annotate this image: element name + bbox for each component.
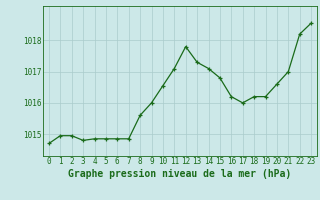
X-axis label: Graphe pression niveau de la mer (hPa): Graphe pression niveau de la mer (hPa) <box>68 168 292 179</box>
